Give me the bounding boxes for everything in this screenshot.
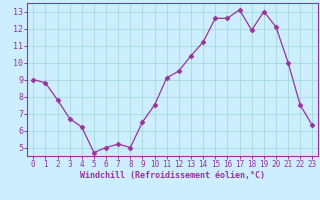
X-axis label: Windchill (Refroidissement éolien,°C): Windchill (Refroidissement éolien,°C) (80, 171, 265, 180)
